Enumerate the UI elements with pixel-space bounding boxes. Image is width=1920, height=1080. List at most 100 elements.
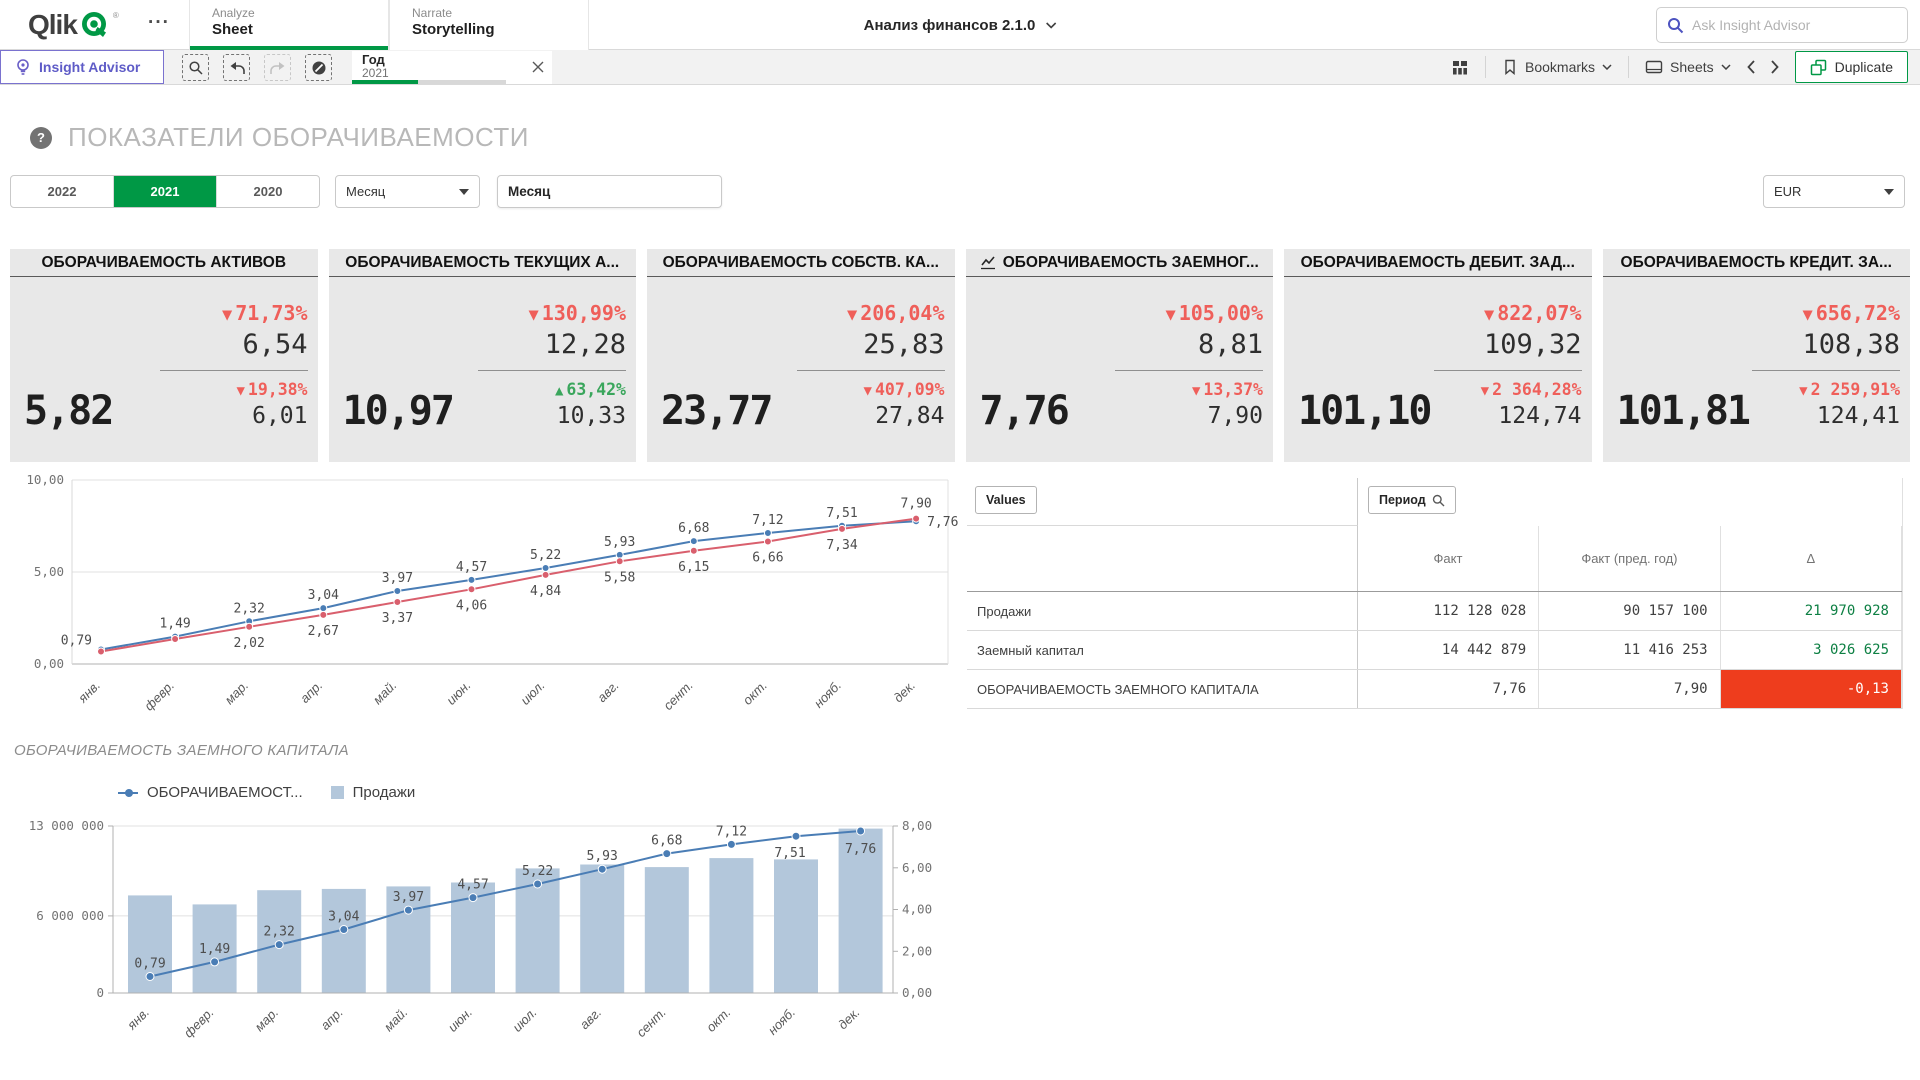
- month-dropdown-label: Месяц: [346, 184, 385, 199]
- svg-text:6,66: 6,66: [752, 551, 783, 566]
- year-button-2022[interactable]: 2022: [11, 176, 114, 207]
- svg-text:июн.: июн.: [445, 1005, 475, 1035]
- svg-text:июл.: июл.: [518, 678, 548, 708]
- year-button-2021[interactable]: 2021: [114, 176, 217, 207]
- svg-text:3,04: 3,04: [328, 910, 359, 925]
- kpi-card-receivables-turnover[interactable]: ОБОРАЧИВАЕМОСТЬ ДЕБИТ. ЗАД... 101,10 822…: [1284, 249, 1592, 462]
- month-dropdown[interactable]: Месяц: [335, 175, 480, 208]
- svg-text:1,49: 1,49: [159, 617, 190, 632]
- app-title-menu[interactable]: Анализ финансов 2.1.0: [864, 0, 1057, 50]
- kpi-card-equity-turnover[interactable]: ОБОРАЧИВАЕМОСТЬ СОБСТВ. КА... 23,77 206,…: [647, 249, 955, 462]
- svg-text:5,93: 5,93: [587, 849, 618, 864]
- kpi-prev-1: 109,32: [1434, 329, 1582, 360]
- kpi-card-current-assets-turnover[interactable]: ОБОРАЧИВАЕМОСТЬ ТЕКУЩИХ А... 10,97 130,9…: [329, 249, 637, 462]
- values-button[interactable]: Values: [975, 486, 1037, 514]
- step-back-button[interactable]: [223, 54, 250, 81]
- kpi-value: 5,82: [24, 388, 112, 434]
- line-chart-canvas[interactable]: 0,005,0010,00янв.февр.мар.апр.май.июн.ию…: [8, 472, 958, 724]
- month-listbox[interactable]: Месяц: [497, 175, 722, 208]
- chevron-down-icon: [1045, 22, 1056, 29]
- kpi-value: 101,10: [1298, 388, 1431, 434]
- next-sheet-button[interactable]: [1771, 60, 1779, 74]
- svg-text:7,76: 7,76: [845, 842, 876, 857]
- chevron-down-icon: [1602, 64, 1612, 70]
- kpi-card-assets-turnover[interactable]: ОБОРАЧИВАЕМОСТЬ АКТИВОВ 5,82 71,73% 6,54…: [10, 249, 318, 462]
- duplicate-button[interactable]: Duplicate: [1795, 51, 1908, 83]
- remove-selection-button[interactable]: [532, 60, 544, 78]
- combo-chart-canvas[interactable]: 06 000 00013 000 0000,002,004,006,008,00…: [20, 812, 970, 1047]
- svg-text:4,57: 4,57: [457, 878, 488, 893]
- sheet-objects-button[interactable]: [1452, 59, 1469, 76]
- tab-narrate-storytelling[interactable]: Narrate Storytelling: [389, 0, 589, 50]
- kpi-title: ОБОРАЧИВАЕМОСТЬ ДЕБИТ. ЗАД...: [1284, 249, 1592, 277]
- svg-text:7,76: 7,76: [927, 515, 958, 530]
- svg-text:3,04: 3,04: [308, 588, 339, 603]
- clear-selections-button[interactable]: [305, 54, 332, 81]
- more-menu-icon[interactable]: ···: [148, 12, 170, 34]
- bar-series-marker: [331, 786, 344, 799]
- chevron-left-icon: [1747, 60, 1755, 74]
- row-fact: 14 442 879: [1358, 631, 1539, 669]
- svg-text:окт.: окт.: [703, 1005, 733, 1035]
- year-button-2020[interactable]: 2020: [217, 176, 319, 207]
- caret-down-icon: [459, 189, 469, 195]
- svg-text:сент.: сент.: [633, 1005, 668, 1040]
- legend-item-sales[interactable]: Продажи: [331, 784, 416, 801]
- svg-text:февр.: февр.: [181, 1005, 217, 1041]
- period-button[interactable]: Период: [1368, 486, 1456, 514]
- column-header-fact[interactable]: Факт: [1358, 526, 1539, 591]
- qlik-logo-text: Qlik: [28, 9, 77, 41]
- svg-text:нояб.: нояб.: [765, 1005, 798, 1038]
- smart-search-button[interactable]: [182, 54, 209, 81]
- insight-advisor-search[interactable]: [1656, 7, 1908, 43]
- svg-text:0: 0: [96, 985, 104, 1000]
- selection-tools: [182, 54, 332, 81]
- app-title: Анализ финансов 2.1.0: [864, 17, 1036, 34]
- legend-item-turnover[interactable]: ОБОРАЧИВАЕМОСТ...: [118, 784, 303, 801]
- currency-dropdown[interactable]: EUR: [1763, 175, 1905, 208]
- kpi-card-debt-capital-turnover[interactable]: ОБОРАЧИВАЕМОСТЬ ЗАЕМНОГ... 7,76 105,00% …: [966, 249, 1274, 462]
- column-header-prev-year[interactable]: Факт (пред. год): [1539, 526, 1720, 591]
- kpi-change-1: 822,07%: [1434, 301, 1582, 325]
- kpi-change-1: 105,00%: [1115, 301, 1263, 325]
- turnover-line-chart[interactable]: 0,005,0010,00янв.февр.мар.апр.май.июн.ию…: [8, 472, 958, 729]
- row-label[interactable]: Продажи: [967, 592, 1358, 630]
- svg-text:авг.: авг.: [577, 1005, 605, 1033]
- kpi-card-payables-turnover[interactable]: ОБОРАЧИВАЕМОСТЬ КРЕДИТ. ЗА... 101,81 656…: [1603, 249, 1911, 462]
- bookmarks-menu[interactable]: Bookmarks: [1502, 59, 1612, 75]
- combo-chart-legend: ОБОРАЧИВАЕМОСТ... Продажи: [118, 784, 415, 801]
- search-icon: [1432, 494, 1445, 507]
- turnover-combo-chart[interactable]: 06 000 00013 000 0000,002,004,006,008,00…: [20, 812, 970, 1052]
- sheets-menu[interactable]: Sheets: [1645, 59, 1731, 75]
- svg-text:апр.: апр.: [318, 1005, 346, 1033]
- kpi-change-1: 206,04%: [797, 301, 945, 325]
- sheet-icon: [1645, 59, 1663, 75]
- svg-text:6,68: 6,68: [678, 521, 709, 536]
- tab-kicker: Narrate: [412, 6, 588, 20]
- kpi-title: ОБОРАЧИВАЕМОСТЬ СОБСТВ. КА...: [647, 249, 955, 277]
- column-header-delta[interactable]: Δ: [1721, 526, 1902, 591]
- kpi-change-2: 19,38%: [160, 380, 308, 399]
- tab-analyze-sheet[interactable]: Analyze Sheet: [189, 0, 389, 50]
- previous-sheet-button[interactable]: [1747, 60, 1755, 74]
- svg-text:мар.: мар.: [252, 1005, 282, 1035]
- sheet-title: ПОКАЗАТЕЛИ ОБОРАЧИВАЕМОСТИ: [68, 122, 529, 153]
- search-input[interactable]: [1692, 17, 1897, 33]
- kpi-value: 101,81: [1617, 388, 1750, 434]
- svg-text:4,57: 4,57: [456, 560, 487, 575]
- row-fact: 7,76: [1358, 670, 1539, 708]
- bookmarks-label: Bookmarks: [1525, 59, 1595, 75]
- selection-chip-year[interactable]: Год 2021: [352, 51, 552, 84]
- svg-text:10,00: 10,00: [26, 472, 64, 487]
- svg-text:4,06: 4,06: [456, 598, 487, 613]
- selection-progress-bar: [352, 80, 552, 84]
- year-filter-group: 2022 2021 2020: [10, 175, 320, 208]
- svg-text:3,97: 3,97: [382, 571, 413, 586]
- insight-advisor-button[interactable]: Insight Advisor: [0, 50, 164, 84]
- svg-text:3,97: 3,97: [393, 890, 424, 905]
- help-icon[interactable]: ?: [30, 127, 52, 149]
- row-label[interactable]: ОБОРАЧИВАЕМОСТЬ ЗАЕМНОГО КАПИТАЛА: [967, 670, 1358, 708]
- row-label[interactable]: Заемный капитал: [967, 631, 1358, 669]
- step-forward-button[interactable]: [264, 54, 291, 81]
- svg-text:2,00: 2,00: [902, 943, 932, 958]
